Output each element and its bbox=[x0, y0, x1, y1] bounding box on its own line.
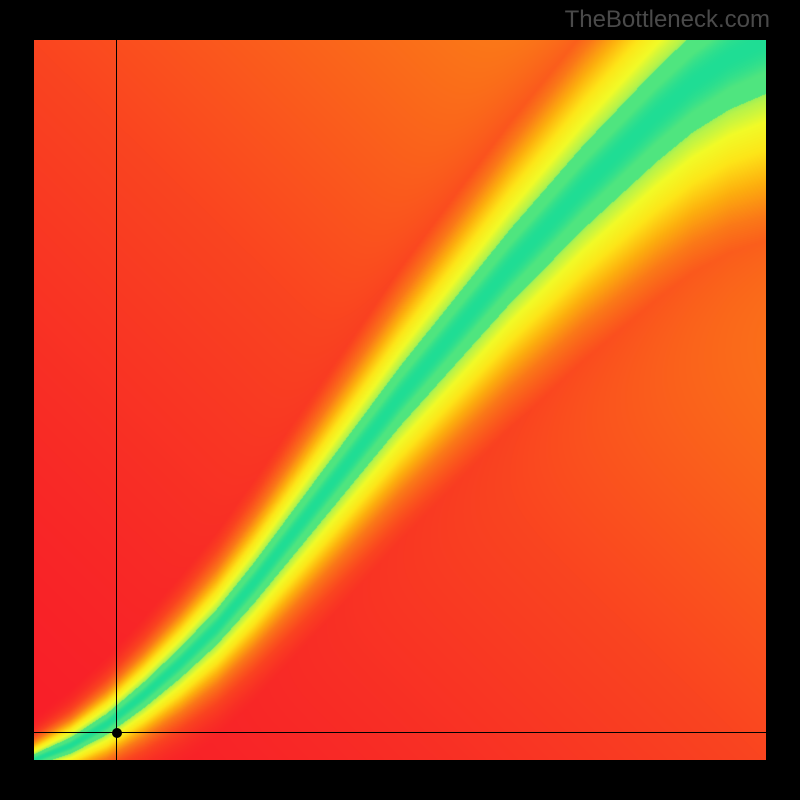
crosshair-horizontal bbox=[34, 732, 766, 733]
attribution-text: TheBottleneck.com bbox=[565, 6, 770, 34]
plot-area bbox=[34, 40, 766, 760]
crosshair-vertical bbox=[116, 40, 117, 760]
marker-dot bbox=[112, 728, 122, 738]
heatmap-canvas bbox=[34, 40, 766, 760]
